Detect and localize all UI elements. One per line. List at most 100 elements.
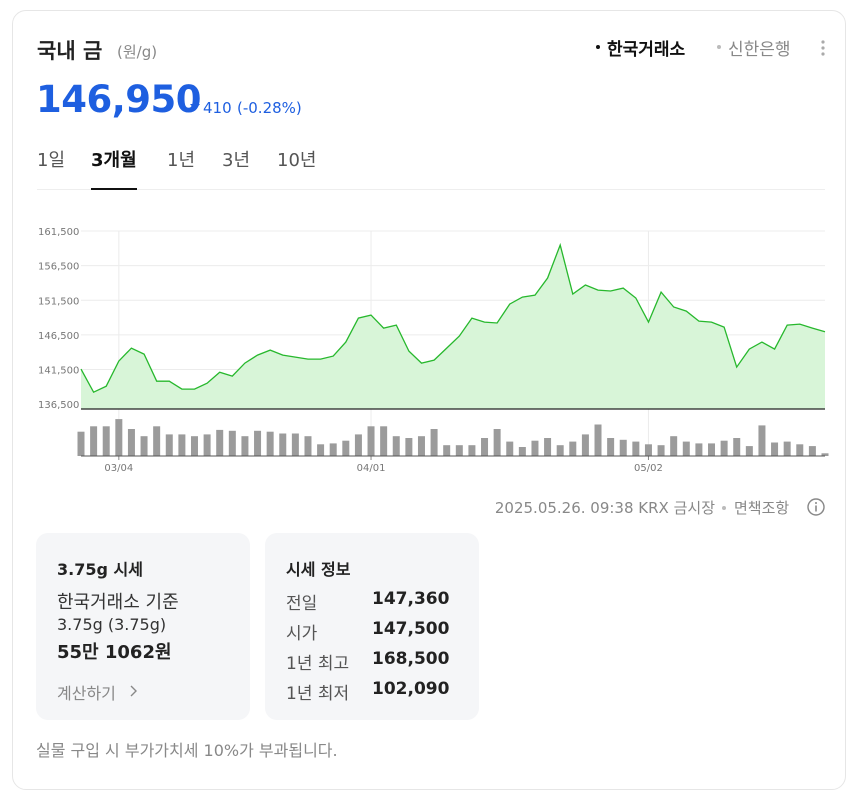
volume-bar — [796, 444, 804, 456]
volume-bar — [291, 433, 299, 456]
volume-bar — [455, 445, 463, 456]
volume-bar — [317, 444, 325, 456]
info-title: 시세 정보 — [286, 560, 351, 579]
volume-bar — [670, 436, 678, 456]
volume-bar — [279, 433, 287, 456]
volume-bar — [708, 443, 716, 456]
volume-bar — [644, 444, 652, 456]
volume-bar — [531, 440, 539, 456]
volume-bar — [581, 434, 589, 456]
volume-bar — [657, 445, 665, 456]
period-tab[interactable]: 3년 — [222, 150, 251, 171]
info-label: 1년 최고 — [286, 654, 350, 674]
title: 국내 금 — [37, 39, 103, 63]
volume-bar — [140, 436, 148, 456]
volume-bar — [102, 426, 110, 456]
info-icon[interactable] — [806, 497, 826, 517]
period-tab[interactable]: 3개월 — [91, 150, 137, 171]
disclaimer[interactable]: 면책조항 — [734, 499, 790, 517]
volume-bar — [632, 441, 640, 456]
volume-bar — [758, 425, 766, 456]
volume-bar — [115, 419, 123, 456]
volume-bar — [241, 436, 249, 456]
volume-bar — [417, 436, 425, 456]
volume-bar — [392, 436, 400, 456]
volume-bar — [90, 426, 98, 456]
volume-bar — [569, 441, 577, 456]
volume-bar — [468, 445, 476, 456]
info-value: 147,360 — [372, 589, 450, 609]
separator — [722, 506, 726, 510]
info-value: 147,500 — [372, 619, 450, 639]
y-tick-label: 141,500 — [38, 366, 79, 377]
volume-bar — [556, 445, 564, 456]
calc-link[interactable]: 계산하기 — [57, 684, 116, 703]
volume-bar — [771, 442, 779, 456]
volume-bar — [354, 434, 362, 456]
volume-bar — [329, 443, 337, 456]
gram-basis: 한국거래소 기준 — [57, 592, 179, 613]
volume-bar — [254, 430, 262, 456]
volume-bar — [127, 429, 135, 456]
volume-bar — [203, 434, 211, 456]
area — [81, 245, 825, 409]
chart: 136,500 141,500 146,500 151,500 156,500 161,5… — [38, 227, 829, 474]
volume-bar — [304, 436, 312, 456]
y-tick-label: 151,500 — [38, 296, 79, 307]
more-menu[interactable] — [818, 39, 828, 57]
volume-bar — [405, 438, 413, 456]
volume-bar — [607, 438, 615, 456]
volume-bar — [720, 440, 728, 456]
price: 146,950 — [36, 78, 202, 121]
y-tick-label: 136,500 — [38, 400, 79, 411]
volume-bar — [190, 436, 198, 456]
source-bullet — [596, 45, 600, 49]
source-tab[interactable]: 신한은행 — [728, 40, 791, 60]
note: 실물 구입 시 부가가치세 10%가 부과됩니다. — [36, 741, 338, 760]
volume-bar — [430, 429, 438, 456]
tab-underline — [91, 188, 137, 190]
info-value: 168,500 — [372, 649, 450, 669]
volume-bar — [745, 446, 753, 456]
gram-title: 3.75g 시세 — [57, 560, 143, 579]
volume-bar — [506, 441, 514, 456]
timestamp: 2025.05.26. 09:38 KRX 금시장 — [494, 499, 715, 517]
info-label: 전일 — [286, 594, 318, 614]
volume-bar — [481, 438, 489, 456]
volume-bar — [216, 429, 224, 456]
change-pct: (-0.28%) — [237, 99, 302, 117]
period-tab[interactable]: 1년 — [167, 150, 196, 171]
volume-bar — [783, 441, 791, 456]
volume-bar — [153, 426, 161, 456]
x-tick-label: 03/04 — [104, 463, 133, 474]
volume-bar — [682, 441, 690, 456]
period-tab[interactable]: 1일 — [37, 150, 66, 171]
gram-price: 55만 1062원 — [57, 642, 172, 663]
volume-bar — [342, 440, 350, 456]
volume-bar — [77, 431, 85, 456]
x-tick-label: 04/01 — [357, 463, 386, 474]
volume-bar — [367, 426, 375, 456]
info-value: 102,090 — [372, 679, 450, 699]
volume-bar — [594, 424, 602, 456]
gram-weight: 3.75g (3.75g) — [57, 615, 167, 634]
gram-card — [36, 533, 250, 720]
source-tab[interactable]: 한국거래소 — [607, 40, 686, 60]
volume-bar — [380, 426, 388, 456]
chevron — [130, 685, 137, 697]
page: 국내 금 (원/g) 146,950 410 (-0.28%) 136,500 1… — [12, 10, 846, 790]
y-tick-label: 146,500 — [38, 331, 79, 342]
period-tab[interactable]: 10년 — [277, 150, 317, 171]
volume-bar — [544, 438, 552, 456]
y-tick-label: 161,500 — [38, 227, 79, 238]
y-tick-label: 156,500 — [38, 262, 79, 273]
volume-bar — [228, 430, 236, 456]
change: 410 — [203, 99, 232, 117]
x-tick-label: 05/02 — [634, 463, 663, 474]
source-bullet — [717, 45, 721, 49]
down-arrow — [190, 104, 200, 110]
divider — [37, 189, 825, 190]
volume-bar — [733, 438, 741, 456]
info-label: 1년 최저 — [286, 684, 350, 704]
volume-bar — [178, 434, 186, 456]
